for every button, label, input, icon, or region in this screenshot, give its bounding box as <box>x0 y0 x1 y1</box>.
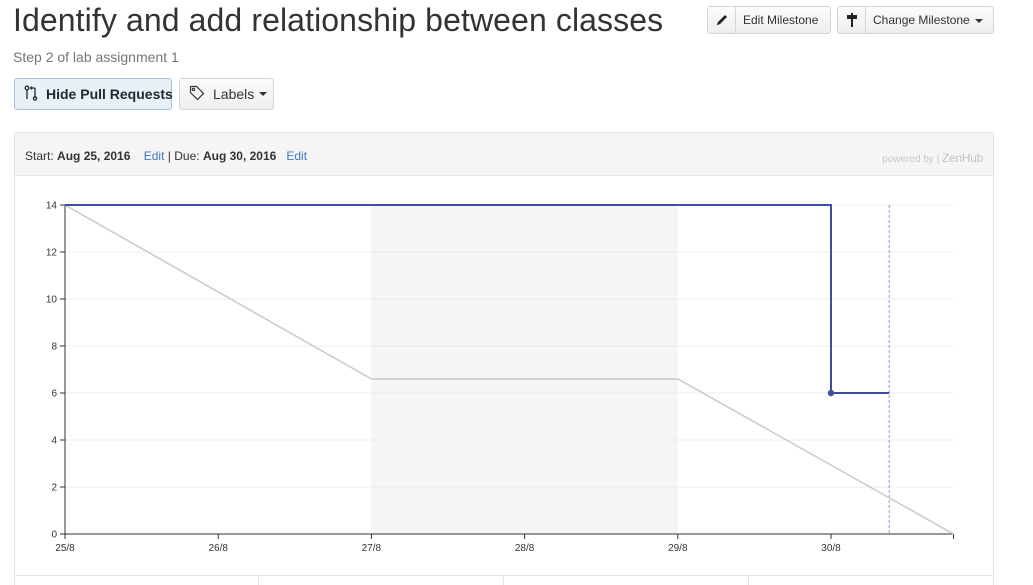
start-date: Aug 25, 2016 <box>57 149 131 163</box>
edit-milestone-button[interactable]: Edit Milestone <box>707 6 831 34</box>
hide-pull-requests-label: Hide Pull Requests <box>46 86 173 102</box>
pencil-icon <box>708 7 736 33</box>
page-title: Identify and add relationship between cl… <box>13 2 664 38</box>
actual-line <box>65 204 890 394</box>
pull-request-icon <box>24 85 38 104</box>
labels-label: Labels <box>213 86 255 102</box>
stats-cell <box>14 575 259 585</box>
change-milestone-button[interactable]: Change Milestone <box>837 6 994 34</box>
start-label: Start: <box>25 149 54 163</box>
weekend-shading <box>371 205 678 534</box>
zenhub-logo: ZenHub <box>942 151 983 165</box>
panel-header: Start: Aug 25, 2016 Edit | Due: Aug 30, … <box>15 133 993 176</box>
stats-cell <box>259 575 504 585</box>
chevron-down-icon <box>259 92 268 96</box>
milestone-dates: Start: Aug 25, 2016 Edit | Due: Aug 30, … <box>25 149 307 163</box>
stats-cell <box>749 575 994 585</box>
labels-dropdown-button[interactable]: Labels <box>179 78 274 110</box>
x-tick-label: 29/8 <box>668 543 688 554</box>
edit-due-date-link[interactable]: Edit <box>286 149 308 163</box>
y-tick-label: 4 <box>51 436 57 447</box>
milestone-description: Step 2 of lab assignment 1 <box>13 49 179 65</box>
dates-separator: | <box>167 149 171 163</box>
actual-point <box>827 389 835 397</box>
hide-pull-requests-button[interactable]: Hide Pull Requests <box>14 78 173 110</box>
x-tick-label: 28/8 <box>515 543 535 554</box>
x-tick-label: 25/8 <box>55 543 75 554</box>
y-tick-label: 2 <box>51 483 57 494</box>
stats-cell <box>504 575 749 585</box>
powered-by-text: powered by | <box>882 154 940 165</box>
y-tick-label: 0 <box>51 530 57 541</box>
change-milestone-label: Change Milestone <box>866 13 993 27</box>
y-tick-label: 14 <box>46 201 58 212</box>
x-tick-label: 26/8 <box>208 543 228 554</box>
y-tick-label: 12 <box>46 248 58 259</box>
x-tick-label: 27/8 <box>362 543 382 554</box>
ideal-line <box>64 204 954 535</box>
due-date: Aug 30, 2016 <box>202 149 277 163</box>
y-tick-label: 8 <box>51 342 57 353</box>
due-label: Due: <box>174 149 200 163</box>
y-tick-label: 10 <box>46 295 58 306</box>
stats-row <box>14 575 994 585</box>
y-tick-label: 6 <box>51 389 57 400</box>
x-tick-label: 30/8 <box>821 543 841 554</box>
edit-start-date-link[interactable]: Edit <box>143 149 165 163</box>
powered-by-zenhub: powered by | ZenHub <box>882 151 983 165</box>
milestone-signpost-icon <box>838 7 866 33</box>
edit-milestone-label: Edit Milestone <box>743 13 819 27</box>
tag-icon <box>189 85 205 104</box>
chevron-down-icon <box>974 18 983 23</box>
